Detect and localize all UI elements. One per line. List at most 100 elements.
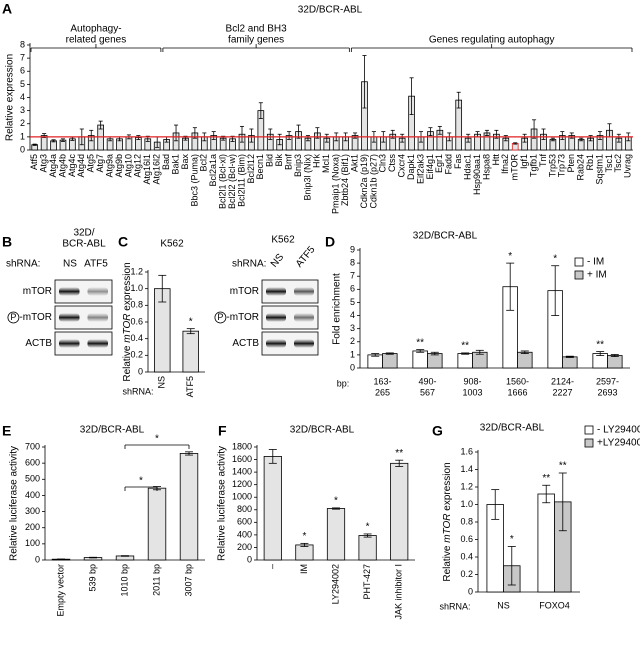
error-bar <box>597 131 603 140</box>
legend-label: - IM <box>587 257 604 268</box>
y-tick-label: 0 <box>20 144 25 154</box>
error-bar <box>277 133 282 146</box>
group-label: family genes <box>228 35 284 46</box>
annotation: * <box>302 531 306 542</box>
panel-letter: D <box>325 234 335 250</box>
x-tick-label: JAK inhibitor I <box>394 564 404 620</box>
error-bar <box>258 102 263 119</box>
error-bar <box>409 77 414 115</box>
y-tick-label: 600 <box>237 517 252 527</box>
x-tick-label: Sqstm1 <box>594 154 604 185</box>
x-tick-label: Atf5 <box>29 154 39 170</box>
y-axis-label: Relative expression <box>5 54 16 141</box>
error-bar <box>32 143 37 146</box>
x-tick-label: Fas <box>453 154 463 170</box>
x-tick-label: Tnf <box>538 154 548 168</box>
legend-swatch <box>574 257 584 267</box>
error-bar <box>520 350 529 354</box>
bar <box>562 356 578 369</box>
blot-frame <box>261 331 319 356</box>
x-tick-label: Bik <box>274 154 284 167</box>
y-tick-label: 1.0 <box>460 499 473 509</box>
x-tick-label: PHT-427 <box>362 564 372 600</box>
panel-letter: C <box>118 234 128 250</box>
annotation: * <box>189 316 193 327</box>
y-axis-label: Relative mTOR expression <box>442 462 453 581</box>
x-tick-label: 2124- <box>551 376 574 386</box>
error-bar <box>565 355 574 358</box>
error-bar <box>532 119 537 139</box>
x-tick-label: Atg12 <box>133 154 143 178</box>
x-tick-label: Atg10 <box>123 154 133 178</box>
x-tick-label: Hspa8 <box>481 154 491 180</box>
annotation: * <box>508 251 512 262</box>
group-label: Genes regulating autophagy <box>429 35 555 46</box>
y-tick-label: 4 <box>20 92 25 102</box>
blot-band <box>266 339 286 348</box>
x-tick-label: Cxcr4 <box>397 154 407 178</box>
y-tick-label: 800 <box>237 504 252 514</box>
bar <box>295 544 314 561</box>
x-tick-label: Ifna2 <box>500 154 510 174</box>
error-bar <box>610 354 619 357</box>
error-bar <box>560 131 565 140</box>
annotation: ** <box>542 473 550 484</box>
x-tick-label: Pten <box>566 154 576 173</box>
x-tick-label: Rb1 <box>585 154 595 171</box>
panel-letter: A <box>2 1 12 17</box>
error-bar <box>558 472 567 532</box>
error-bar <box>362 55 367 109</box>
bar <box>537 493 555 593</box>
y-tick-label: 0.2 <box>460 569 473 579</box>
bar <box>390 462 409 561</box>
bar <box>326 508 346 561</box>
error-bar <box>456 91 461 109</box>
y-tick-label: 4 <box>350 310 355 320</box>
x-tick-label: Trp73 <box>557 154 567 177</box>
y-tick-label: 600 <box>25 458 40 468</box>
error-bar <box>461 352 470 355</box>
bar <box>263 456 282 561</box>
y-tick-label: 1.2 <box>460 481 473 491</box>
blot-band <box>266 313 286 322</box>
y-tick-label: 0.8 <box>130 300 143 310</box>
y-axis-label: Relative luciferase activity <box>217 446 228 561</box>
x-tick-label: Bmf <box>283 154 293 171</box>
legend-label: + IM <box>587 270 607 281</box>
y-tick-label: 9 <box>350 244 355 254</box>
y-axis-label: Fold enrichment <box>332 273 343 345</box>
x-tick-label: Bak1 <box>170 154 180 175</box>
error-bar <box>542 484 551 504</box>
blot-frame <box>54 279 113 304</box>
y-tick-label: 1.4 <box>460 464 473 474</box>
y-tick-label: 1.0 <box>130 283 143 293</box>
y-axis-label-part: expression <box>442 462 453 513</box>
blot-frame <box>54 305 113 330</box>
y-tick-label: 2 <box>350 336 355 346</box>
x-tick-label: IM <box>299 564 309 574</box>
significance-label: * <box>155 434 159 445</box>
error-bar <box>579 137 584 142</box>
y-tick-label: 7 <box>20 53 25 63</box>
y-tick-label: 1.6 <box>460 446 473 456</box>
x-axis-label: bp: <box>337 378 350 388</box>
x-tick-label: Igf1 <box>519 154 529 169</box>
y-axis-label-part: mTOR <box>122 313 133 342</box>
x-tick-label: 163- <box>373 376 391 386</box>
error-bar <box>522 133 527 143</box>
x-tick-label: Bnip3 <box>293 154 303 177</box>
error-bar <box>616 133 621 143</box>
error-bar <box>239 125 245 143</box>
y-tick-label: 700 <box>25 441 40 451</box>
chart-title: 32D/BCR-ABL <box>290 425 355 436</box>
error-bar <box>506 262 515 311</box>
x-tick-label: Bcl2l11 (Bim) <box>236 154 246 207</box>
y-tick-label: 0 <box>247 554 252 564</box>
bar <box>382 353 398 369</box>
x-tick-label: Eif4g1 <box>425 154 435 180</box>
blot-frame <box>261 305 319 330</box>
error-bar <box>89 556 97 559</box>
x-tick-label: 2597- <box>596 376 619 386</box>
annotation: * <box>510 534 514 545</box>
